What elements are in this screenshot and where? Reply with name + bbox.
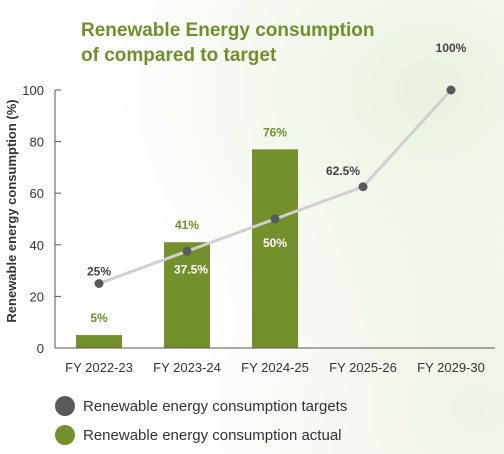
y-tick-label: 20: [30, 289, 44, 304]
data-labels: 5% 41% 76% 25% 37.5% 50% 62.5% 100%: [87, 41, 467, 325]
target-data-label: 62.5%: [326, 164, 360, 178]
target-data-label: 100%: [436, 41, 467, 55]
x-axis: FY 2022-23 FY 2023-24 FY 2024-25 FY 2025-26…: [55, 347, 495, 375]
bar-data-label: 76%: [263, 125, 287, 139]
y-axis-title: Renewable energy consumption (%): [4, 99, 19, 322]
x-tick-label: FY 2023-24: [153, 360, 221, 375]
bar: [164, 242, 210, 348]
chart-title-line-2: of compared to target: [81, 45, 277, 66]
legend-item-actual: Renewable energy consumption actual: [55, 422, 347, 448]
legend-item-targets: Renewable energy consumption targets: [55, 393, 347, 419]
target-point: [446, 85, 456, 95]
x-tick-label: FY 2022-23: [65, 360, 133, 375]
target-data-label: 25%: [87, 265, 111, 279]
target-point: [94, 279, 104, 288]
bar-data-label: 5%: [90, 311, 108, 325]
target-line-series: [94, 85, 456, 288]
legend: Renewable energy consumption targets Ren…: [55, 393, 347, 451]
legend-label-actual: Renewable energy consumption actual: [83, 426, 342, 444]
x-tick-label: FY 2029-30: [417, 360, 485, 375]
y-tick-label: 80: [30, 135, 44, 150]
target-point: [270, 214, 280, 224]
target-point: [358, 182, 368, 192]
y-tick-label: 100: [22, 83, 44, 98]
y-tick-label: 60: [30, 186, 44, 201]
target-data-label: 37.5%: [174, 262, 208, 276]
legend-marker-targets: [55, 396, 75, 416]
target-point: [182, 246, 192, 256]
bar-data-label: 41%: [175, 218, 199, 232]
x-tick-label: FY 2025-26: [329, 360, 397, 375]
legend-label-targets: Renewable energy consumption targets: [83, 397, 348, 415]
bar: [76, 335, 122, 348]
legend-marker-actual: [55, 425, 75, 445]
x-tick-label: FY 2024-25: [241, 360, 309, 375]
bars: [76, 149, 298, 348]
y-tick-label: 0: [37, 341, 44, 356]
target-data-label: 50%: [263, 236, 287, 250]
chart-title-line-1: Renewable Energy consumption: [81, 20, 375, 41]
chart-title: Renewable Energy consumption of compared…: [81, 18, 375, 68]
y-tick-label: 40: [30, 238, 44, 253]
bar: [252, 149, 298, 348]
